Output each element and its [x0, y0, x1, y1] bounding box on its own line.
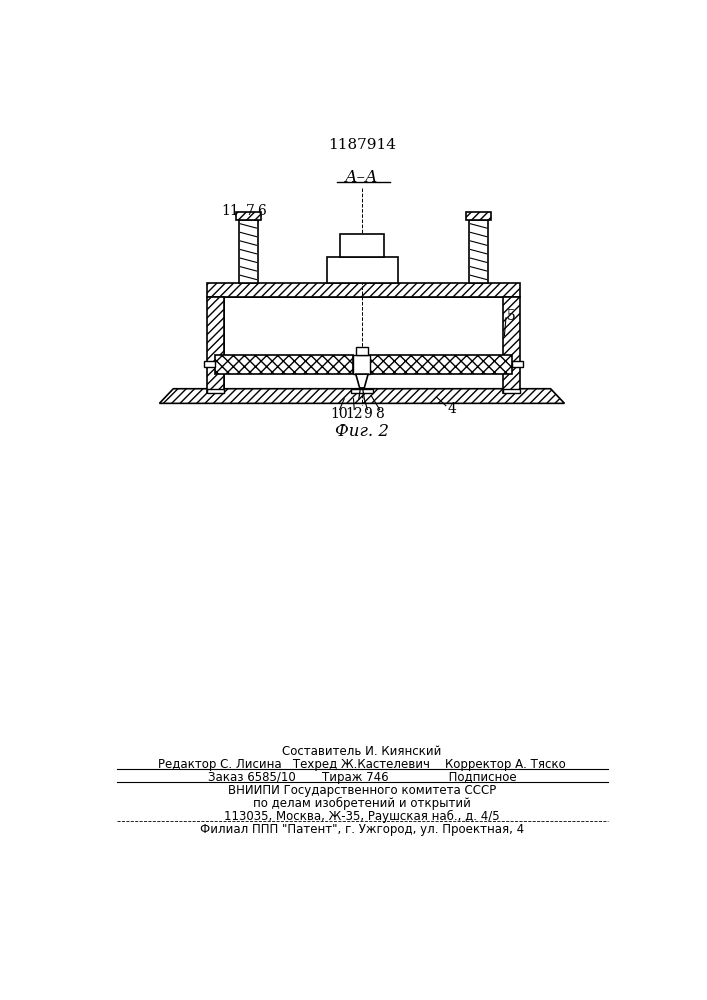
Bar: [503, 297, 520, 393]
Text: по делам изобретений и открытий: по делам изобретений и открытий: [253, 797, 471, 810]
Bar: [340, 234, 385, 257]
Text: 10: 10: [331, 407, 349, 421]
Text: 8: 8: [375, 407, 384, 421]
Text: 113035, Москва, Ж-35, Раушская наб., д. 4/5: 113035, Москва, Ж-35, Раушская наб., д. …: [224, 810, 500, 823]
Bar: [204, 361, 215, 367]
Bar: [370, 355, 512, 374]
Polygon shape: [160, 389, 564, 403]
Text: Заказ 6585/10       Тираж 746                Подписное: Заказ 6585/10 Тираж 746 Подписное: [208, 771, 516, 784]
Bar: [207, 389, 224, 393]
Text: 6: 6: [257, 204, 265, 218]
Bar: [503, 389, 520, 393]
Text: 7: 7: [246, 204, 255, 218]
Text: 9: 9: [363, 407, 372, 421]
Text: А–А: А–А: [345, 169, 379, 186]
Text: 5: 5: [507, 309, 515, 323]
Text: Филиал ППП "Патент", г. Ужгород, ул. Проектная, 4: Филиал ППП "Патент", г. Ужгород, ул. Про…: [200, 823, 524, 836]
Text: Фиг. 2: Фиг. 2: [335, 423, 389, 440]
Bar: [207, 283, 520, 297]
Bar: [235, 212, 261, 220]
Text: 11: 11: [221, 204, 239, 218]
Text: Редактор С. Лисина   Техред Ж.Кастелевич    Корректор А. Тяско: Редактор С. Лисина Техред Ж.Кастелевич К…: [158, 758, 566, 771]
Bar: [469, 220, 489, 283]
Bar: [207, 297, 224, 393]
Text: ВНИИПИ Государственного комитета СССР: ВНИИПИ Государственного комитета СССР: [228, 784, 496, 797]
Bar: [215, 355, 354, 374]
Text: 1187914: 1187914: [328, 138, 396, 152]
Bar: [466, 212, 491, 220]
Polygon shape: [356, 374, 368, 388]
Bar: [356, 347, 368, 355]
Text: Составитель И. Киянский: Составитель И. Киянский: [282, 745, 442, 758]
Bar: [351, 389, 373, 393]
Bar: [354, 355, 370, 374]
Text: 4: 4: [448, 402, 457, 416]
Bar: [239, 220, 258, 283]
Text: 12: 12: [346, 407, 363, 421]
Bar: [327, 257, 398, 283]
Bar: [224, 297, 503, 393]
Bar: [512, 361, 523, 367]
